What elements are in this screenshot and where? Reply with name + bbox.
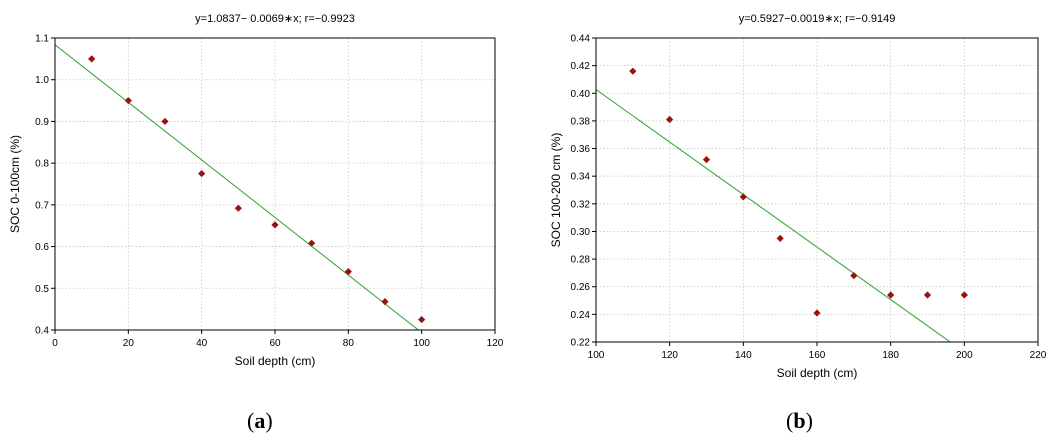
data-point xyxy=(234,204,242,212)
data-point xyxy=(776,234,784,242)
y-axis-label: SOC 100-200 cm (%) xyxy=(549,133,563,248)
y-tick-label: 1.1 xyxy=(35,34,49,45)
x-tick-label: 120 xyxy=(487,338,504,349)
panel-label-a-close: ) xyxy=(265,408,273,433)
data-point xyxy=(629,67,637,75)
data-point xyxy=(344,268,352,276)
x-tick-label: 80 xyxy=(343,338,355,349)
y-axis-label: SOC 0-100cm (%) xyxy=(8,135,22,233)
y-tick-label: 1.0 xyxy=(35,75,49,86)
x-tick-label: 0 xyxy=(52,338,58,349)
panel-label-b: (b) xyxy=(786,408,813,434)
y-tick-label: 0.44 xyxy=(571,34,591,45)
panel-label-a-letter: a xyxy=(254,408,266,433)
y-tick-label: 0.4 xyxy=(35,326,49,337)
x-axis-label: Soil depth (cm) xyxy=(777,366,858,380)
data-point xyxy=(161,117,169,126)
data-point xyxy=(850,272,858,280)
data-point xyxy=(418,315,426,324)
y-tick-label: 0.22 xyxy=(571,338,591,349)
x-tick-label: 120 xyxy=(661,350,678,361)
panel-label-b-letter: b xyxy=(793,408,806,433)
data-point xyxy=(381,298,389,306)
chart-a: 0 20 40 60 80 100 120 0.4 0.5 0.6 0.7 0.8 0.9 1.0 1.1 y… xyxy=(8,13,504,368)
y-tick-label: 0.34 xyxy=(571,172,591,183)
y-tick-label: 0.5 xyxy=(35,284,49,295)
y-tick-label: 0.24 xyxy=(571,310,591,321)
x-axis-label: Soil depth (cm) xyxy=(235,354,316,368)
x-tick-label: 140 xyxy=(735,350,752,361)
y-tick-label: 0.42 xyxy=(571,61,591,72)
chart-title: y=1.0837− 0.0069∗x; r=−0.9923 xyxy=(195,13,355,25)
data-point xyxy=(666,115,674,124)
y-tick-label: 0.8 xyxy=(35,159,49,170)
fit-line xyxy=(596,89,952,342)
panel-label-a: (a) xyxy=(247,408,273,434)
x-tick-label: 160 xyxy=(809,350,826,361)
y-tick-label: 0.40 xyxy=(571,89,591,100)
y-tick-label: 0.28 xyxy=(571,255,591,266)
panel-label-b-close: ) xyxy=(805,408,813,433)
y-tick-label: 0.7 xyxy=(35,200,49,211)
chart-b: 100 120 140 160 180 200 220 0.22 0.24 0.26 0.28 0.3… xyxy=(549,13,1047,380)
data-point xyxy=(960,291,968,299)
x-tick-label: 200 xyxy=(956,350,973,361)
data-point xyxy=(271,221,279,229)
panel-label-b-open: ( xyxy=(786,408,794,433)
y-tick-label: 0.9 xyxy=(35,117,49,128)
x-tick-label: 60 xyxy=(269,338,281,349)
x-tick-label: 40 xyxy=(196,338,208,349)
data-point xyxy=(702,156,711,164)
x-tick-label: 100 xyxy=(588,350,605,361)
data-point xyxy=(198,169,206,178)
panel-label-a-open: ( xyxy=(247,408,255,433)
data-point xyxy=(813,309,821,317)
plot-area xyxy=(55,38,495,330)
x-tick-label: 180 xyxy=(882,350,899,361)
x-tick-label: 100 xyxy=(413,338,430,349)
y-tick-label: 0.26 xyxy=(571,282,591,293)
y-tick-label: 0.30 xyxy=(571,227,591,238)
x-tick-label: 20 xyxy=(123,338,135,349)
data-point xyxy=(923,291,932,299)
y-tick-label: 0.6 xyxy=(35,242,49,253)
x-tick-label: 220 xyxy=(1030,350,1047,361)
data-point xyxy=(124,96,132,105)
data-point xyxy=(887,291,895,299)
chart-title: y=0.5927−0.0019∗x; r=−0.9149 xyxy=(739,13,896,25)
data-point xyxy=(739,193,747,201)
y-tick-label: 0.32 xyxy=(571,199,591,210)
y-tick-label: 0.38 xyxy=(571,116,591,127)
data-point xyxy=(88,55,96,63)
y-tick-label: 0.36 xyxy=(571,144,591,155)
data-point xyxy=(308,239,316,247)
